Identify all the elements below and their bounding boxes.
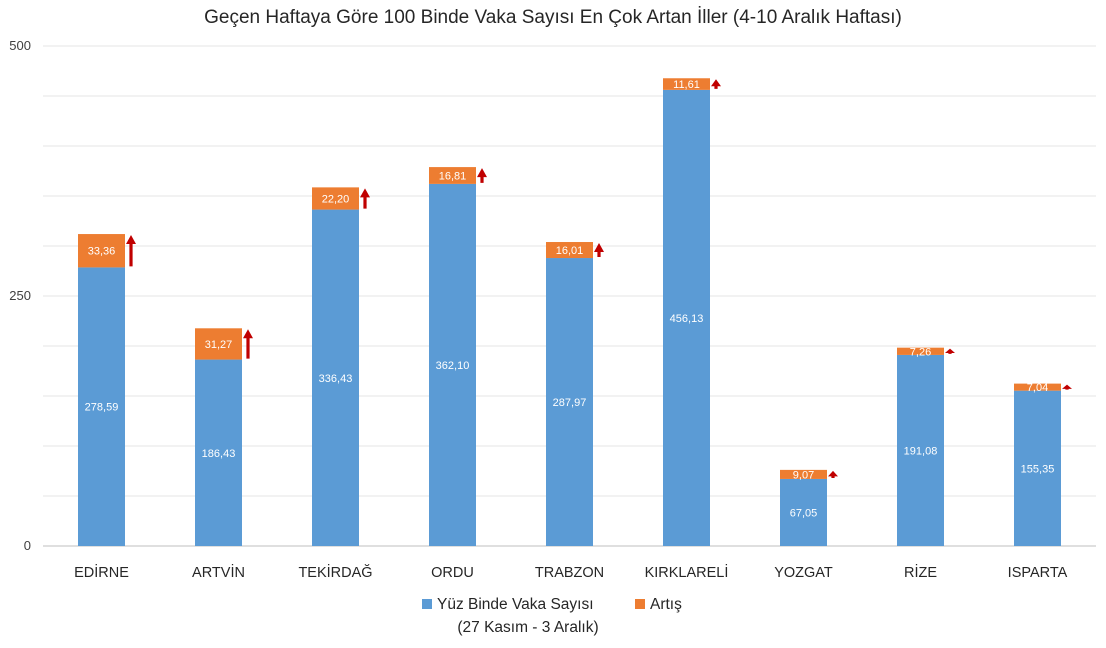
- bar-segment-base: [897, 354, 944, 546]
- data-label-base: 67,05: [790, 507, 818, 519]
- data-label-increase: 11,61: [673, 79, 700, 91]
- bar-segment-base: [195, 359, 242, 546]
- x-tick-label: ARTVİN: [192, 563, 245, 581]
- legend-label: (27 Kasım - 3 Aralık): [457, 619, 598, 636]
- up-arrow-icon: [594, 243, 604, 258]
- bar-segment-increase: [897, 347, 944, 355]
- data-label-base: 362,10: [436, 360, 470, 372]
- legend-label: Yüz Binde Vaka Sayısı: [437, 596, 594, 613]
- x-tick-label: ORDU: [431, 565, 474, 581]
- data-label-base: 456,13: [670, 313, 704, 325]
- bar-segment-base: [78, 267, 125, 546]
- data-label-base: 287,97: [553, 397, 587, 409]
- data-label-increase: 33,36: [88, 246, 116, 258]
- data-label-increase: 7,26: [910, 346, 931, 358]
- bar-segment-base: [429, 183, 476, 546]
- up-arrow-icon: [1062, 384, 1072, 390]
- legend: Yüz Binde Vaka Sayısı (27 Kasım - 3 Aralı…: [422, 596, 682, 636]
- data-label-increase: 16,81: [439, 170, 467, 182]
- data-label-increase: 9,07: [793, 469, 814, 481]
- data-label-increase: 7,04: [1027, 382, 1048, 394]
- x-tick-label: EDİRNE: [74, 563, 129, 581]
- x-tick-label: RİZE: [904, 563, 937, 581]
- bar-segment-base: [546, 258, 593, 546]
- data-label-increase: 16,01: [556, 245, 584, 257]
- data-label-base: 336,43: [319, 373, 353, 385]
- up-arrow-icon: [945, 348, 955, 354]
- legend-swatch: [422, 599, 432, 609]
- data-label-increase: 31,27: [205, 339, 233, 351]
- up-arrow-icon: [360, 188, 370, 209]
- bar-segment-base: [663, 89, 710, 547]
- bar-segment-increase: [1014, 383, 1061, 391]
- x-tick-label: TRABZON: [535, 565, 604, 581]
- x-tick-label: ISPARTA: [1008, 565, 1068, 581]
- bar-segment-increase: [429, 167, 476, 184]
- bar-segment-base: [1014, 390, 1061, 546]
- up-arrow-icon: [711, 79, 721, 89]
- legend-swatch: [635, 599, 645, 609]
- x-tick-label: TEKİRDAĞ: [298, 563, 372, 581]
- up-arrow-icon: [828, 470, 838, 478]
- bar-segment-base: [780, 478, 827, 546]
- x-tick-label: KIRKLARELİ: [645, 563, 729, 581]
- bar-segment-increase: [663, 78, 710, 90]
- bar-segment-increase: [780, 469, 827, 479]
- x-tick-label: YOZGAT: [774, 565, 833, 581]
- y-tick-label: 0: [24, 538, 31, 553]
- bar-segment-increase: [78, 234, 125, 268]
- y-tick-label: 500: [9, 38, 31, 53]
- y-tick-label: 250: [9, 288, 31, 303]
- data-label-base: 191,08: [904, 445, 938, 457]
- legend-label: Artış: [650, 596, 682, 613]
- data-label-base: 186,43: [202, 448, 236, 460]
- data-label-base: 155,35: [1021, 463, 1055, 475]
- up-arrow-icon: [477, 168, 487, 183]
- y-axis: 0 250 500: [9, 38, 31, 553]
- bars: 278,59 33,36 186,43 31,27 336,43 22,20 362,10 1…: [78, 78, 1072, 547]
- data-label-base: 278,59: [85, 402, 119, 414]
- chart-title: Geçen Haftaya Göre 100 Binde Vaka Sayısı…: [204, 7, 902, 28]
- bar-segment-base: [312, 209, 359, 546]
- bar-segment-increase: [546, 242, 593, 259]
- x-axis: EDİRNE ARTVİN TEKİRDAĞ ORDU TRABZON KIRKLAREL…: [74, 563, 1068, 581]
- bar-segment-increase: [195, 328, 242, 360]
- bar-segment-increase: [312, 187, 359, 210]
- data-label-increase: 22,20: [322, 193, 350, 205]
- up-arrow-icon: [126, 235, 136, 267]
- up-arrow-icon: [243, 329, 253, 359]
